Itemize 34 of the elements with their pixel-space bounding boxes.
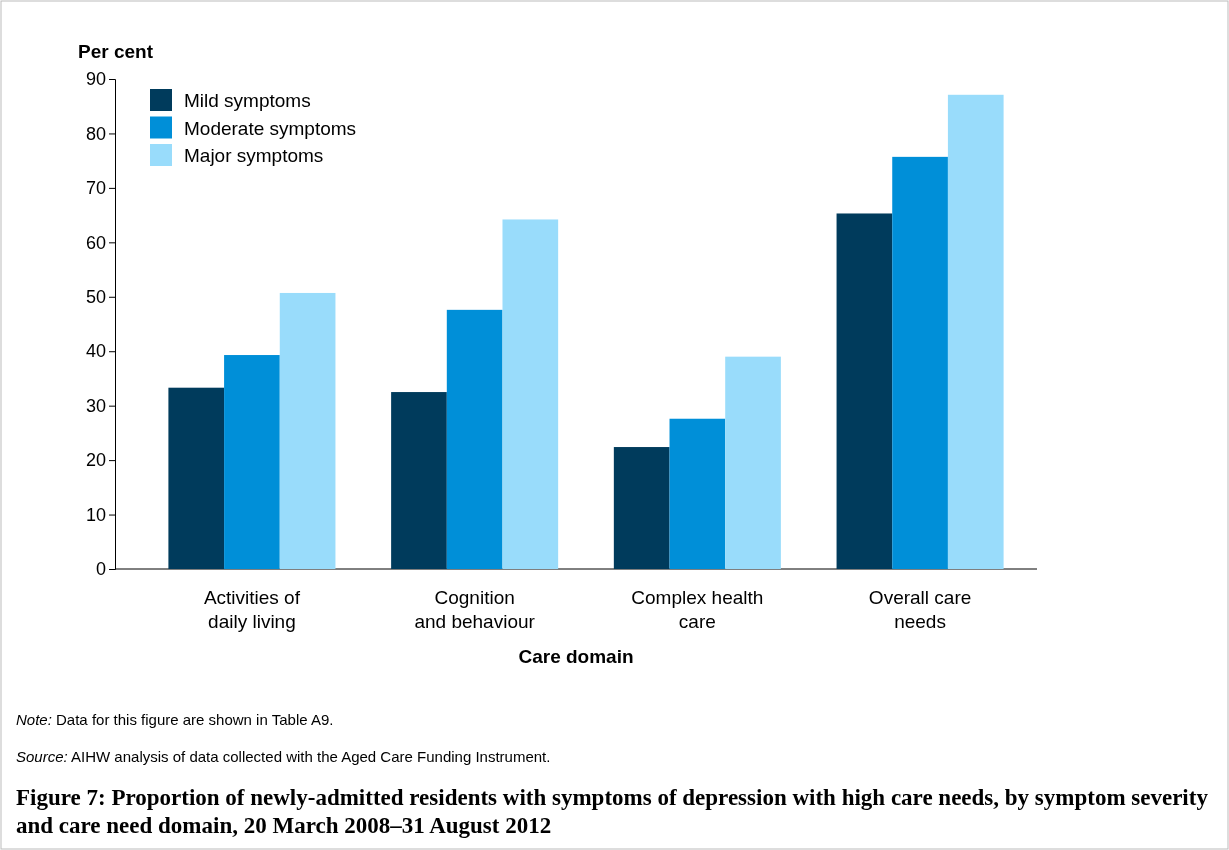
y-tick-label: 30 (85, 395, 106, 416)
y-tick-label: 10 (85, 504, 106, 525)
bar (725, 356, 781, 569)
bar (836, 213, 893, 569)
y-tick-label: 40 (85, 341, 106, 362)
legend-label: Moderate symptoms (184, 117, 357, 139)
text: Note: Data for this figure are shown in Table A9. (16, 711, 334, 728)
y-axis-title: Per cent (78, 41, 154, 62)
legend-label: Mild symptoms (184, 90, 311, 111)
y-tick-label: 70 (85, 178, 106, 199)
y-tick-label: 60 (85, 232, 106, 253)
x-tick-label: Overall care needs (868, 587, 972, 632)
bar (892, 156, 948, 569)
bar (446, 309, 503, 569)
x-tick-label: Cognition and behaviour (414, 587, 536, 632)
y-tick-label: 80 (85, 123, 106, 144)
x-tick-label: Complex health care (631, 587, 764, 632)
x-tick-label: Activities of daily living (203, 587, 301, 632)
bar (279, 292, 336, 569)
legend-label: Major symptoms (184, 145, 324, 166)
bar (502, 219, 559, 569)
y-tick-label: 20 (85, 450, 106, 471)
text: Figure 7: Proportion of newly-admitted residents with symptoms of depression with high care needs, by symptom severity and care need domain, 20 March 2008–31 August 2012 (16, 784, 1209, 840)
x-axis-title: Care domain (518, 646, 634, 667)
y-tick-label: 50 (85, 287, 106, 308)
bar (224, 355, 280, 569)
y-tick-label: 90 (85, 69, 106, 90)
bar (947, 94, 1004, 569)
y-tick-label: 0 (95, 559, 106, 580)
bar (168, 387, 225, 569)
source-note: Source: AIHW analysis of data collected with the Aged Care Funding Instrument. (16, 748, 551, 765)
bar (669, 418, 726, 569)
bar (391, 392, 447, 569)
bar (613, 447, 670, 569)
